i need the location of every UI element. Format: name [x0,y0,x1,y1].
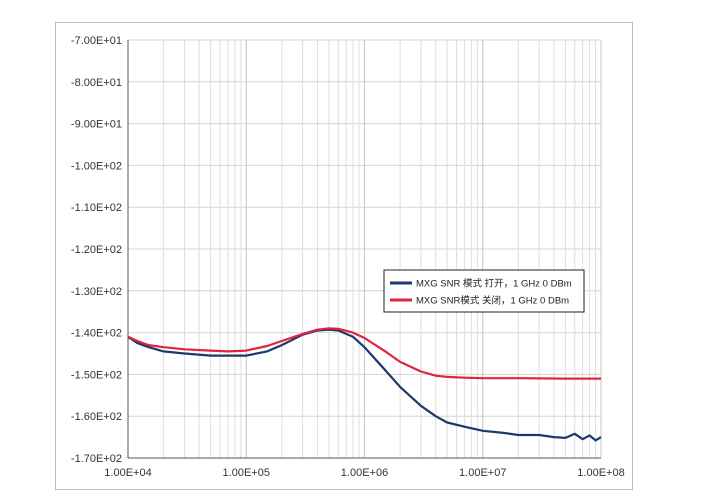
y-tick-label: -7.00E+01 [71,35,122,47]
legend-label-series-1: MXG SNR 模式 打开，1 GHz 0 DBm [416,278,572,290]
y-tick-label: -1.20E+02 [71,244,122,256]
y-tick-label: -9.00E+01 [71,119,122,131]
x-tick-label: 1.00E+08 [577,467,624,479]
y-tick-label: -1.40E+02 [71,328,122,340]
x-tick-label: 1.00E+07 [459,467,506,479]
legend: MXG SNR 模式 打开，1 GHz 0 DBm MXG SNR模式 关闭，1… [383,269,585,313]
y-tick-label: -1.60E+02 [71,411,122,423]
y-tick-label: -1.00E+02 [71,160,122,172]
y-axis-tick-labels: -7.00E+01 -8.00E+01 -9.00E+01 -1.00E+02 -1.1… [71,35,122,465]
y-tick-label: -1.10E+02 [71,202,122,214]
chart-frame [55,22,633,490]
series-lines [127,327,602,442]
x-axis-tick-labels: 1.00E+04 1.00E+05 1.00E+06 1.00E+07 1.00E+08 [104,467,624,479]
x-tick-label: 1.00E+05 [223,467,270,479]
series-line-2 [127,327,601,380]
y-tick-label: -1.50E+02 [71,369,122,381]
x-tick-label: 1.00E+06 [341,467,388,479]
series-line-1 [127,328,602,442]
x-tick-label: 1.00E+04 [104,467,151,479]
y-tick-label: -1.30E+02 [71,286,122,298]
axes [127,40,601,459]
grid [127,39,602,459]
y-tick-label: -1.70E+02 [71,453,122,465]
y-tick-label: -8.00E+01 [71,77,122,89]
legend-label-series-2: MXG SNR模式 关闭，1 GHz 0 DBm [416,295,569,307]
legend-box [383,269,585,313]
